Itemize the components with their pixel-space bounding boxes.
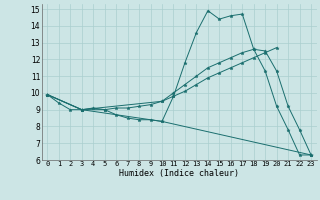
X-axis label: Humidex (Indice chaleur): Humidex (Indice chaleur) (119, 169, 239, 178)
